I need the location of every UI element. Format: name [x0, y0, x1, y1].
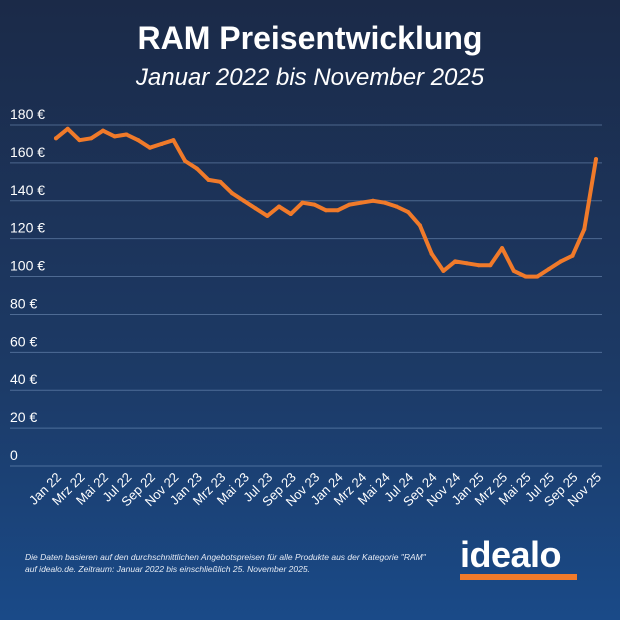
data-point	[500, 246, 505, 251]
data-point	[277, 204, 282, 209]
data-point	[218, 179, 223, 184]
data-point	[570, 253, 575, 258]
y-tick-label: 140 €	[10, 182, 45, 198]
source-note: Die Daten basieren auf den durchschnittl…	[25, 551, 465, 575]
logo-underline	[460, 574, 577, 580]
data-point	[136, 138, 141, 143]
data-point	[464, 261, 469, 266]
data-point	[324, 208, 328, 213]
data-point	[100, 128, 105, 133]
data-point	[347, 202, 352, 207]
source-note-line: Die Daten basieren auf den durchschnittl…	[25, 552, 426, 562]
data-point	[382, 200, 387, 205]
data-point	[335, 208, 340, 213]
data-point	[230, 191, 235, 196]
data-point	[594, 157, 598, 162]
data-point	[65, 126, 70, 131]
data-point	[54, 136, 58, 141]
y-tick-label: 20 €	[10, 409, 37, 425]
data-point	[370, 198, 375, 203]
data-point	[488, 263, 493, 268]
y-tick-label: 80 €	[10, 295, 37, 311]
data-point	[159, 141, 164, 146]
price-line	[54, 126, 598, 279]
data-point	[476, 263, 481, 268]
chart-title: RAM Preisentwicklung	[137, 20, 483, 56]
y-tick-label: 60 €	[10, 333, 37, 349]
data-point	[112, 134, 117, 139]
data-point	[312, 202, 317, 207]
chart-subtitle: Januar 2022 bis November 2025	[135, 64, 485, 91]
data-point	[453, 259, 458, 264]
y-tick-label: 180 €	[10, 106, 45, 122]
data-point	[171, 138, 176, 143]
data-point	[441, 268, 446, 273]
y-tick-label: 120 €	[10, 220, 45, 236]
y-tick-label: 0	[10, 447, 18, 463]
y-tick-label: 40 €	[10, 371, 37, 387]
data-point	[558, 259, 563, 264]
data-point	[241, 198, 246, 203]
data-point	[77, 138, 82, 143]
data-point	[124, 132, 129, 137]
data-point	[406, 210, 411, 215]
data-point	[194, 166, 199, 171]
data-point	[547, 266, 552, 271]
y-tick-label: 100 €	[10, 258, 45, 274]
data-point	[582, 227, 587, 232]
idealo-logo: idealo	[460, 534, 562, 575]
data-point	[265, 213, 270, 218]
data-point	[89, 136, 94, 141]
y-tick-label: 160 €	[10, 144, 45, 160]
data-point	[253, 206, 258, 211]
source-note-line: auf idealo.de. Zeitraum: Januar 2022 bis…	[25, 564, 310, 574]
data-point	[523, 274, 528, 279]
data-point	[147, 145, 152, 150]
data-point	[417, 223, 422, 228]
data-point	[300, 200, 305, 205]
data-point	[206, 177, 211, 182]
data-point	[429, 251, 434, 256]
data-point	[359, 200, 364, 205]
data-point	[288, 212, 293, 217]
data-point	[535, 274, 540, 279]
data-point	[394, 204, 399, 209]
data-point	[183, 158, 188, 163]
data-point	[511, 268, 516, 273]
